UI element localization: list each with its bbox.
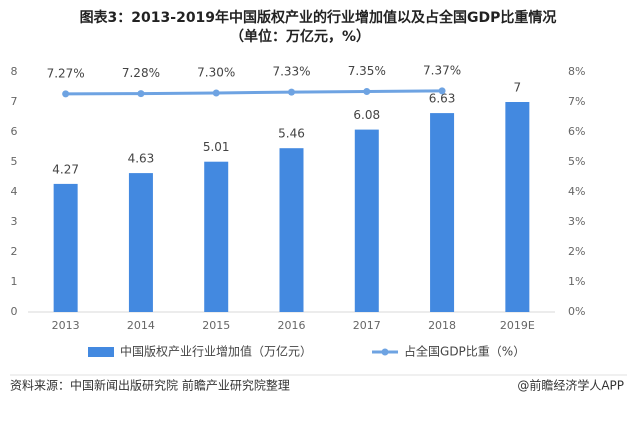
x-tick-label: 2014 [127, 319, 155, 332]
x-tick-label: 2017 [353, 319, 381, 332]
chart-subtitle: （单位：万亿元，%） [230, 28, 370, 45]
bar [204, 161, 229, 312]
y2-tick-label: 3% [568, 215, 585, 228]
y2-tick-label: 2% [568, 245, 585, 258]
line-value-label: 7.37% [423, 63, 461, 77]
line-point [212, 89, 220, 97]
bar-value-label: 5.46 [278, 127, 305, 141]
bar-value-label: 6.08 [353, 108, 380, 122]
y2-tick-label: 6% [568, 125, 585, 138]
y-tick-label: 2 [11, 245, 18, 258]
legend-label: 中国版权产业行业增加值（万亿元） [120, 344, 312, 359]
credit: @前瞻经济学人APP [517, 378, 624, 393]
line-point [288, 88, 295, 96]
bar-value-label: 4.63 [128, 152, 155, 166]
y-tick-label: 0 [11, 305, 18, 318]
y-tick-label: 3 [11, 215, 18, 228]
line-point [62, 90, 70, 98]
legend-label: 占全国GDP比重（%） [404, 344, 525, 359]
bar [505, 102, 530, 312]
legend-swatch [381, 348, 389, 356]
x-tick-label: 2015 [202, 319, 230, 332]
x-tick-label: 2013 [52, 319, 80, 332]
bar-value-label: 4.27 [52, 162, 79, 176]
line-point [438, 87, 446, 95]
line-value-label: 7.33% [272, 65, 310, 79]
bar-value-label: 7 [514, 81, 522, 95]
line-value-label: 7.28% [122, 66, 160, 80]
line-value-label: 7.30% [197, 66, 235, 80]
bar [279, 148, 304, 312]
bar [354, 129, 379, 312]
bar-value-label: 5.01 [203, 140, 230, 154]
chart-title: 图表3：2013-2019年中国版权产业的行业增加值以及占全国GDP比重情况 [80, 9, 557, 26]
line-value-label: 7.35% [348, 64, 386, 78]
y2-tick-label: 4% [568, 185, 585, 198]
x-tick-label: 2019E [500, 319, 535, 332]
y-tick-label: 6 [11, 125, 18, 138]
line-point [137, 90, 145, 98]
line-point [363, 88, 371, 95]
line-value-label: 7.27% [47, 66, 85, 80]
source: 资料来源：中国新闻出版研究院 前瞻产业研究院整理 [10, 378, 290, 393]
x-tick-label: 2018 [428, 319, 456, 332]
x-tick-label: 2016 [278, 319, 306, 332]
y2-tick-label: 1% [568, 275, 585, 288]
legend-swatch [88, 347, 114, 357]
bar [128, 173, 153, 312]
y-tick-label: 5 [11, 155, 18, 168]
y-tick-label: 8 [11, 65, 18, 78]
y-tick-label: 7 [11, 95, 18, 108]
bar-value-label: 6.63 [429, 92, 456, 106]
y2-tick-label: 5% [568, 155, 585, 168]
y-tick-label: 1 [11, 275, 18, 288]
y-tick-label: 4 [11, 185, 18, 198]
bar [430, 113, 455, 312]
bar [53, 183, 78, 312]
y2-tick-label: 8% [568, 65, 585, 78]
line [65, 89, 443, 96]
y2-tick-label: 7% [568, 95, 585, 108]
y2-tick-label: 0% [568, 305, 585, 318]
